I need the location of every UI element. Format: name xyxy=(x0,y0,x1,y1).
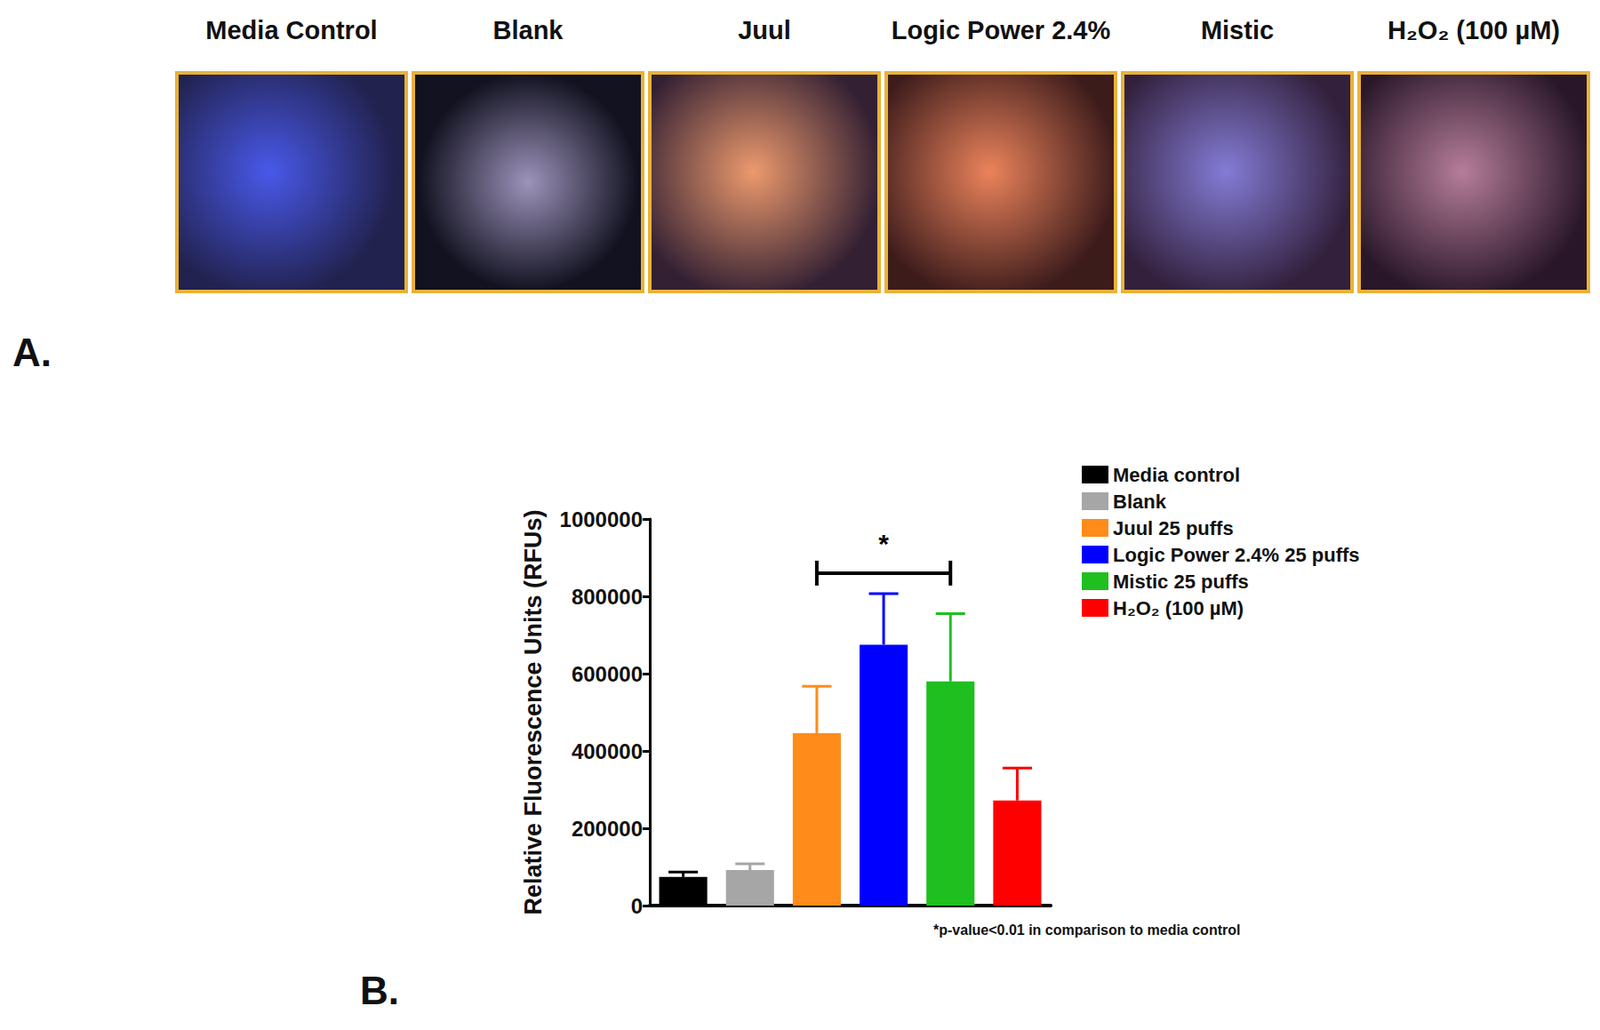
svg-text:200000: 200000 xyxy=(571,816,643,841)
svg-text:800000: 800000 xyxy=(571,584,643,609)
html-text:A.: A. xyxy=(12,330,52,375)
svg-text:*p-value<0.01 in comparison to: *p-value<0.01 in comparison to media con… xyxy=(933,922,1240,938)
html-text:Blank: Blank xyxy=(492,16,564,45)
svg-text:0: 0 xyxy=(631,894,643,919)
svg-text:Media control: Media control xyxy=(1112,464,1240,487)
svg-text:Mistic 25 puffs: Mistic 25 puffs xyxy=(1112,570,1249,593)
svg-text:1000000: 1000000 xyxy=(560,507,643,532)
html-text:Mistic: Mistic xyxy=(1200,16,1274,45)
svg-text:400000: 400000 xyxy=(571,739,643,764)
svg-text:H₂O₂ (100 µM): H₂O₂ (100 µM) xyxy=(1112,597,1244,620)
svg-text:*: * xyxy=(878,528,889,559)
svg-text:Logic Power 2.4% 25 puffs: Logic Power 2.4% 25 puffs xyxy=(1112,544,1360,567)
html-text:Juul: Juul xyxy=(737,16,791,45)
html-text:Media Control: Media Control xyxy=(205,16,378,45)
html-text:H₂O₂ (100 µM): H₂O₂ (100 µM) xyxy=(1387,16,1560,45)
html-text:Logic Power 2.4%: Logic Power 2.4% xyxy=(891,16,1111,45)
svg-text:Juul 25 puffs: Juul 25 puffs xyxy=(1112,517,1234,540)
svg-text:Relative Fluorescence Units (R: Relative Fluorescence Units (RFUs) xyxy=(520,509,547,915)
html-text:B.: B. xyxy=(360,968,400,1013)
svg-text:Blank: Blank xyxy=(1112,490,1168,513)
svg-text:600000: 600000 xyxy=(571,662,643,687)
